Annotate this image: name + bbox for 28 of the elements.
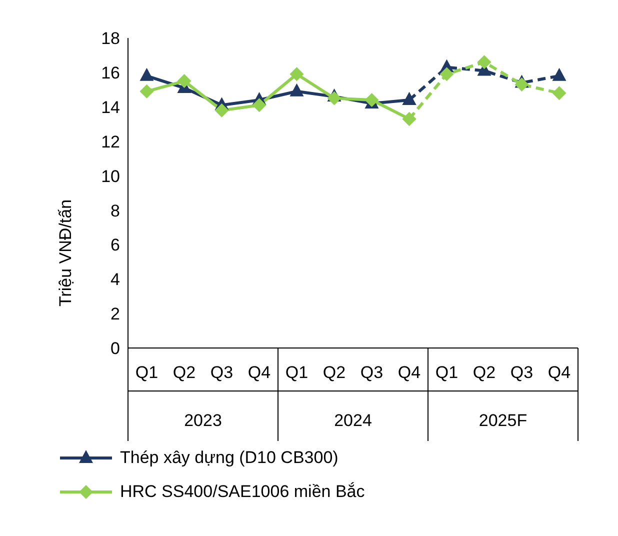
x-tick-label: Q4 [398, 363, 421, 382]
x-tick-label: Q2 [172, 363, 196, 382]
y-tick-label: 12 [101, 132, 120, 152]
x-tick-label: Q3 [510, 363, 534, 382]
x-tick-label: Q1 [135, 363, 158, 382]
legend-label: HRC SS400/SAE1006 miền Bắc [120, 482, 365, 502]
x-tick-label: Q3 [360, 363, 384, 382]
y-tick-label: 2 [110, 304, 120, 324]
y-tick-label: 14 [101, 98, 120, 117]
text: 2025F [478, 411, 528, 430]
y-tick-label: 6 [110, 236, 120, 255]
y-tick-label: 0 [110, 339, 120, 358]
legend-label: Thép xây dựng (D10 CB300) [120, 448, 338, 468]
x-tick-label: Q1 [285, 363, 308, 382]
x-tick-label: Q2 [322, 363, 346, 382]
y-axis-title: Triệu VNĐ/tấn [56, 199, 76, 307]
x-tick-label: Q1 [435, 363, 458, 382]
text: 2023 [184, 411, 222, 430]
x-tick-label: Q4 [548, 363, 571, 382]
y-tick-label: 8 [110, 201, 120, 220]
x-tick-label: Q4 [248, 363, 271, 382]
x-tick-label: Q2 [472, 363, 496, 382]
y-tick-label: 16 [101, 63, 120, 82]
text: 2024 [334, 411, 372, 430]
x-tick-label: Q3 [210, 363, 234, 382]
y-tick-label: 18 [101, 29, 120, 48]
y-tick-label: 10 [101, 166, 120, 186]
y-tick-label: 4 [110, 270, 120, 290]
